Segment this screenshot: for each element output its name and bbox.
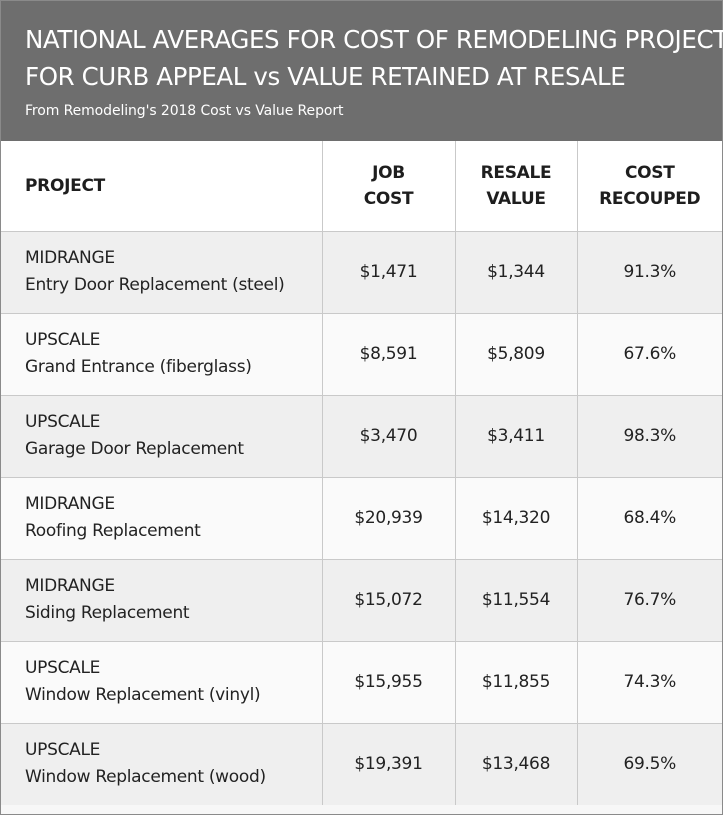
table-row: UPSCALE Grand Entrance (fiberglass) $8,5… [1, 313, 722, 395]
project-name: Entry Door Replacement (steel) [25, 275, 285, 295]
table-header-banner: NATIONAL AVERAGES FOR COST OF REMODELING… [1, 1, 723, 141]
cost-recouped-cell: 76.7% [623, 590, 676, 610]
cost-recouped-cell: 98.3% [623, 426, 676, 446]
column-header-resale-value-line-1: RESALE [480, 162, 552, 183]
title-line-1: NATIONAL AVERAGES FOR COST OF REMODELING… [25, 25, 723, 54]
project-cell: MIDRANGE Entry Door Replacement (steel) [1, 231, 323, 313]
resale-value-cell: $13,468 [455, 723, 578, 805]
subtitle: From Remodeling's 2018 Cost vs Value Rep… [25, 103, 344, 119]
job-cost-cell: $8,591 [322, 313, 456, 395]
resale-value-cell: $11,855 [455, 641, 578, 723]
project-cell: MIDRANGE Roofing Replacement [1, 477, 323, 559]
column-header-row: PROJECT JOB COST RESALE VALUE COST RECOU… [1, 141, 722, 231]
cost-recouped-cell: 68.4% [623, 508, 676, 528]
table-row: UPSCALE Window Replacement (vinyl) $15,9… [1, 641, 722, 723]
column-header-job-cost-line-1: JOB [372, 162, 405, 183]
project-name: Grand Entrance (fiberglass) [25, 357, 252, 377]
project-tier: MIDRANGE [25, 576, 115, 596]
column-header-job-cost: JOB COST [322, 141, 456, 231]
cost-recouped-cell: 74.3% [623, 672, 676, 692]
column-header-job-cost-line-2: COST [363, 188, 414, 209]
resale-value-cell: $1,344 [455, 231, 578, 313]
project-cell: MIDRANGE Siding Replacement [1, 559, 323, 641]
project-name: Window Replacement (wood) [25, 767, 266, 788]
job-cost-cell: $15,072 [322, 559, 456, 641]
table-row: MIDRANGE Roofing Replacement $20,939 $14… [1, 477, 722, 559]
project-tier: MIDRANGE [25, 248, 115, 268]
job-cost-cell: $3,470 [322, 395, 456, 477]
column-header-resale-value: RESALE VALUE [455, 141, 578, 231]
column-header-cost-recouped-line-2: RECOUPED [599, 188, 701, 209]
project-cell: UPSCALE Window Replacement (wood) [1, 723, 323, 805]
title-line-2: FOR CURB APPEAL vs VALUE RETAINED AT RES… [25, 62, 626, 91]
table-row: MIDRANGE Entry Door Replacement (steel) … [1, 231, 722, 313]
project-cell: UPSCALE Garage Door Replacement [1, 395, 323, 477]
cost-recouped-cell: 69.5% [623, 754, 676, 775]
project-tier: UPSCALE [25, 412, 101, 432]
table-row: UPSCALE Window Replacement (wood) $19,39… [1, 723, 722, 805]
resale-value-cell: $5,809 [455, 313, 578, 395]
job-cost-cell: $1,471 [322, 231, 456, 313]
project-tier: UPSCALE [25, 740, 101, 761]
project-tier: MIDRANGE [25, 494, 115, 514]
column-header-cost-recouped-line-1: COST [624, 162, 675, 183]
table-row: UPSCALE Garage Door Replacement $3,470 $… [1, 395, 722, 477]
project-cell: UPSCALE Window Replacement (vinyl) [1, 641, 323, 723]
resale-value-cell: $3,411 [455, 395, 578, 477]
project-name: Siding Replacement [25, 603, 190, 623]
table-row: MIDRANGE Siding Replacement $15,072 $11,… [1, 559, 722, 641]
cost-recouped-cell: 91.3% [623, 262, 676, 282]
project-name: Window Replacement (vinyl) [25, 685, 261, 705]
job-cost-cell: $20,939 [322, 477, 456, 559]
cost-recouped-cell: 67.6% [623, 344, 676, 364]
column-header-cost-recouped: COST RECOUPED [577, 141, 722, 231]
job-cost-cell: $15,955 [322, 641, 456, 723]
project-tier: UPSCALE [25, 658, 101, 678]
data-table: PROJECT JOB COST RESALE VALUE COST RECOU… [1, 141, 722, 805]
column-header-project: PROJECT [1, 141, 323, 231]
column-header-resale-value-line-2: VALUE [486, 188, 546, 209]
project-cell: UPSCALE Grand Entrance (fiberglass) [1, 313, 323, 395]
project-tier: UPSCALE [25, 330, 101, 350]
job-cost-cell: $19,391 [322, 723, 456, 805]
resale-value-cell: $11,554 [455, 559, 578, 641]
project-name: Roofing Replacement [25, 521, 201, 541]
resale-value-cell: $14,320 [455, 477, 578, 559]
project-name: Garage Door Replacement [25, 439, 244, 459]
